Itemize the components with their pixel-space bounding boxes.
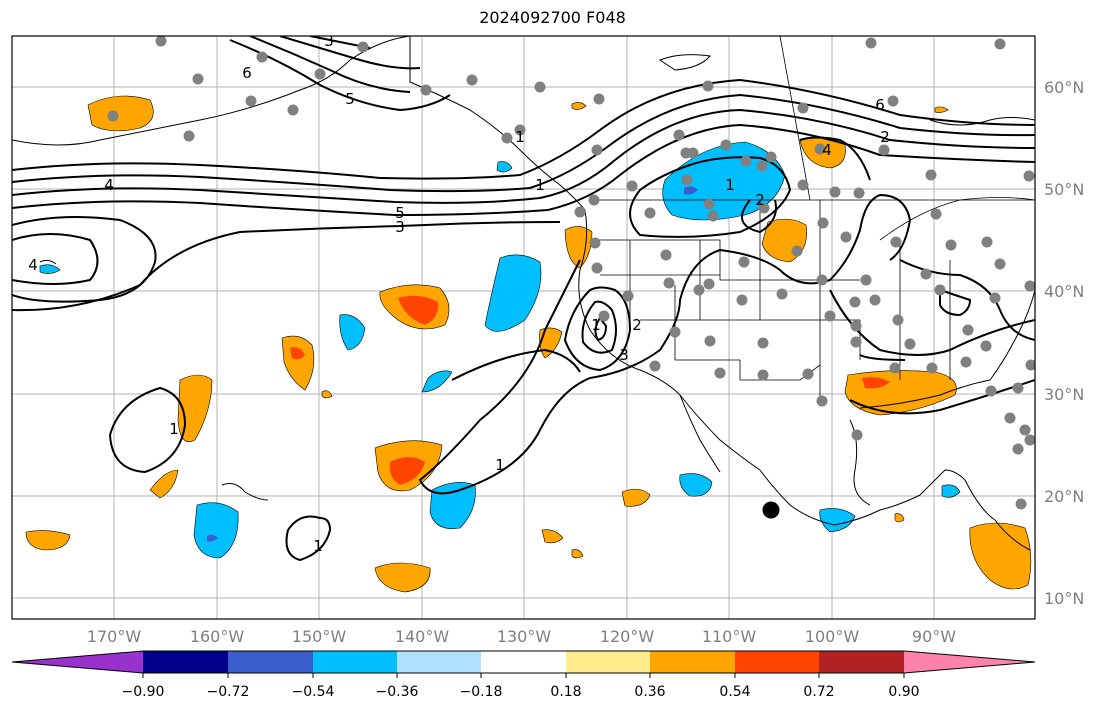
lon-label: 90°W — [911, 627, 957, 646]
colorbar-tick-label: −0.90 — [121, 684, 165, 700]
anomaly-red — [389, 457, 425, 485]
anomaly-blue — [484, 254, 542, 332]
anomaly-red — [290, 347, 305, 360]
lon-label: 120°W — [599, 627, 655, 646]
contour-label: 1 — [515, 128, 525, 146]
colorbar-tick-label: −0.36 — [375, 684, 419, 700]
colorbar-segment — [481, 651, 566, 673]
anomaly-orange — [894, 513, 905, 523]
colorbar-segment — [397, 651, 481, 673]
lon-label: 150°W — [291, 627, 347, 646]
contour-label: 1 — [725, 176, 735, 194]
colorbar-segment — [313, 651, 397, 673]
contour-label: 1 — [495, 456, 505, 474]
contour-label: 4 — [104, 176, 114, 194]
lat-label: 20°N — [1044, 487, 1085, 506]
lon-label: 160°W — [189, 627, 245, 646]
anomaly-orange — [25, 530, 71, 551]
map-title: 2024092700 F048 — [479, 8, 626, 27]
station-dots — [107, 36, 1035, 510]
contour-label: 2 — [880, 128, 890, 146]
lat-label: 50°N — [1044, 180, 1085, 199]
anomaly-orange — [564, 226, 593, 269]
map-frame — [11, 35, 1036, 620]
anomaly-orange — [281, 335, 315, 391]
colorbar-segment — [228, 651, 313, 673]
anomaly-darkblue — [684, 186, 698, 195]
colorbar-tick-label: 0.36 — [634, 684, 666, 700]
anomaly-blue — [193, 502, 239, 559]
anomaly-blue — [339, 314, 366, 351]
lon-label: 100°W — [804, 627, 860, 646]
anomaly-orange — [571, 102, 587, 110]
colorbar-tick-label: 0.18 — [550, 684, 582, 700]
anomaly-orange — [969, 522, 1032, 590]
anomaly-orange — [87, 95, 154, 132]
contour-label: 6 — [875, 96, 885, 114]
colorbar — [11, 650, 1036, 678]
contour-label: 4 — [822, 141, 832, 159]
lon-label: 170°W — [86, 627, 142, 646]
anomaly-orange — [571, 549, 584, 559]
colorbar-segment — [735, 651, 819, 673]
anomaly-red — [398, 295, 439, 325]
contour-label: 1 — [313, 537, 323, 555]
contour-label: 3 — [324, 32, 334, 50]
shaded-anomalies — [25, 95, 1032, 593]
anomaly-blue — [421, 370, 453, 393]
anomaly-orange — [374, 562, 431, 593]
lon-label: 110°W — [701, 627, 757, 646]
political-borders — [590, 36, 1035, 400]
contour-label: 2 — [632, 316, 642, 334]
colorbar-segment — [650, 651, 735, 673]
lat-label: 30°N — [1044, 385, 1085, 404]
contour-lines — [12, 36, 1035, 562]
contour-label: 4 — [28, 256, 38, 274]
lat-label: 10°N — [1044, 589, 1085, 608]
colorbar-segment — [566, 651, 650, 673]
colorbar-segment — [143, 651, 228, 673]
contour-label: 3 — [619, 346, 629, 364]
colorbar-tick-label: −0.18 — [459, 684, 503, 700]
lon-label: 130°W — [496, 627, 552, 646]
colorbar-segment — [819, 651, 904, 673]
location-marker — [762, 501, 780, 519]
colorbar-tick-label: 0.90 — [888, 684, 920, 700]
anomaly-orange — [934, 106, 949, 113]
anomaly-orange — [321, 390, 333, 399]
contour-label: 2 — [755, 191, 765, 209]
colorbar-tick-label: 0.72 — [803, 684, 835, 700]
anomaly-orange — [541, 529, 564, 544]
contour-label: 5 — [395, 204, 405, 222]
anomaly-red — [862, 377, 890, 389]
contour-label: 1 — [535, 176, 545, 194]
lon-label: 140°W — [394, 627, 450, 646]
anomaly-blue — [496, 161, 513, 173]
anomaly-blue — [679, 473, 713, 497]
contour-label: 5 — [345, 90, 355, 108]
anomaly-orange — [621, 488, 651, 507]
contour-label: 3 — [395, 218, 405, 236]
anomaly-blue — [39, 264, 61, 274]
anomaly-darkblue — [207, 534, 218, 542]
anomaly-orange — [149, 469, 179, 499]
colorbar-low-extension — [12, 651, 143, 673]
anomaly-blue — [941, 484, 961, 498]
lat-label: 60°N — [1044, 78, 1085, 97]
colorbar-tick-label: 0.54 — [719, 684, 751, 700]
contour-label-group: 3 6 5 4 5 3 4 3 1 2 2 1 1 1 1 6 2 4 1 1 — [28, 32, 890, 555]
lat-label: 40°N — [1044, 282, 1085, 301]
contour-label: 6 — [242, 64, 252, 82]
contour-label: 1 — [169, 420, 179, 438]
colorbar-tick-label: −0.72 — [206, 684, 250, 700]
contour-label: 1 — [591, 316, 601, 334]
colorbar-tick-label: −0.54 — [291, 684, 335, 700]
colorbar-high-extension — [904, 651, 1035, 673]
